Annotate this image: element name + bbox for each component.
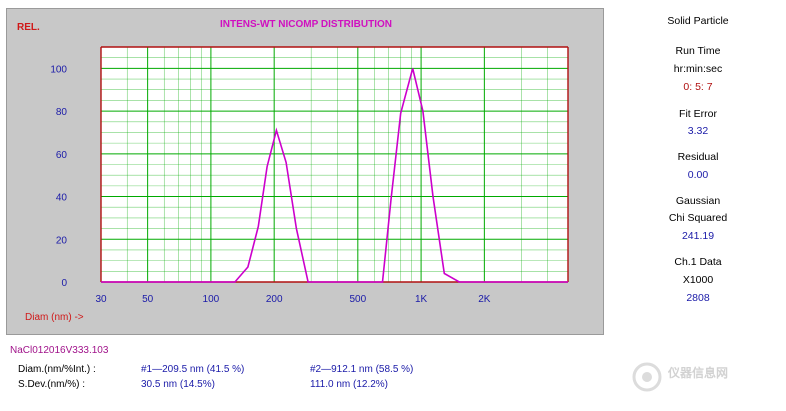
chi-squared-value: 241.19 [681,230,715,242]
watermark-logo-icon [632,362,662,392]
run-time-label: Run Time [675,45,721,57]
mode-label: Solid Particle [667,15,729,27]
x-tick-label: 2K [478,294,491,305]
peak2-diam-value: #2—912.1 nm (58.5 %) [310,364,414,375]
fit-error-value: 3.32 [687,125,709,137]
x-tick-label: 1K [415,294,428,305]
x-axis-label: Diam (nm) -> [25,312,84,323]
distribution-line [101,68,568,283]
watermark-text: 仪器信息网 [668,366,729,380]
chart-title: INTENS-WT NICOMP DISTRIBUTION [219,19,393,30]
y-tick-label: 0 [61,278,67,289]
run-time-unit: hr:min:sec [673,63,723,75]
y-axis-label: REL. [17,22,40,33]
ch1-data-label: Ch.1 Data [674,256,722,268]
chart-panel: 0 20 40 60 80 100 30 50 100 200 500 1K 2K REL. INTEN… [6,8,604,335]
ch1-data-value: 2808 [686,292,710,304]
distribution-chart: 0 20 40 60 80 100 30 50 100 200 500 1K 2K [50,46,569,305]
peak2-sdev-value: 111.0 nm (12.2%) [310,379,389,390]
results-side-panel: Solid Particle Run Time hr:min:sec 0: 5:… [610,0,786,320]
y-tick-label: 20 [56,235,68,246]
run-time-value: 0: 5: 7 [683,81,713,93]
x-tick-label: 200 [266,294,283,305]
y-tick-label: 60 [56,150,68,161]
gaussian-label: Gaussian [675,195,721,207]
y-tick-label: 80 [56,107,68,118]
sample-filename: NaCl012016V333.103 [10,345,109,356]
fit-error-label: Fit Error [679,108,717,120]
x-tick-label: 30 [95,294,107,305]
chi-squared-label: Chi Squared [668,212,728,224]
peak1-diam-value: #1—209.5 nm (41.5 %) [141,364,245,375]
peak1-sdev-value: 30.5 nm (14.5%) [141,379,215,390]
x-tick-label: 500 [349,294,366,305]
residual-label: Residual [677,151,719,163]
y-tick-label: 100 [50,64,67,75]
x-tick-label: 50 [142,294,154,305]
sdev-stats-label: S.Dev.(nm/%) : [18,379,86,390]
residual-value: 0.00 [687,169,709,181]
ch1-data-unit: X1000 [682,274,714,286]
x-tick-label: 100 [203,294,220,305]
y-tick-label: 40 [56,193,68,204]
diam-stats-label: Diam.(nm/%Int.) : [18,364,96,375]
